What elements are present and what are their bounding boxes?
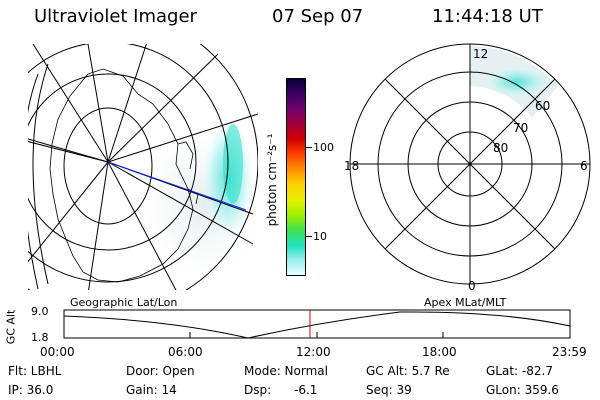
- meridian-line: [107, 161, 254, 245]
- latitude-circle-mid: [28, 44, 229, 283]
- timeline-x-label-0000: 00:00: [40, 345, 75, 359]
- timeline-x-label-1800: 18:00: [422, 345, 457, 359]
- timeline-x-label-0600: 06:00: [168, 345, 203, 359]
- timeline-y-label-bottom: 1.8: [31, 331, 49, 344]
- aurora-core: [223, 124, 243, 204]
- viewing-track-blue: [107, 161, 247, 211]
- timeline-plot: [63, 309, 571, 339]
- coastline: [49, 68, 194, 283]
- mlat-label-80: 80: [493, 141, 508, 155]
- mlt-label-dusk: 18: [344, 159, 359, 173]
- horizon-arc: [32, 63, 49, 285]
- observation-time: 11:44:18 UT: [432, 6, 543, 27]
- meridian-line: [28, 161, 109, 263]
- glon-info: GLon: 359.6: [486, 383, 559, 397]
- altitude-curve: [63, 311, 571, 339]
- timeline-axis-title: GC Alt: [4, 309, 18, 345]
- colorbar: [286, 78, 306, 276]
- timeline-right-label: Apex MLat/MLT: [424, 296, 507, 309]
- mlt-label-dawn: 6: [580, 159, 588, 173]
- horizon-arc: [28, 73, 39, 290]
- filter-info: Flt: LBHL: [8, 364, 62, 378]
- latitude-circle-inner: [28, 73, 197, 251]
- instrument-title: Ultraviolet Imager: [34, 6, 197, 27]
- gain-info: Gain: 14: [126, 383, 177, 397]
- glat-info: GLat: -82.7: [486, 364, 553, 378]
- mlt-label-noon: 12: [473, 47, 488, 61]
- ip-info: IP: 36.0: [8, 383, 54, 397]
- meridian-line: [107, 113, 258, 163]
- gc-alt-info: GC Alt: 5.7 Re: [366, 364, 450, 378]
- meridian-line: [87, 44, 109, 163]
- mlt-line-diagonal: [384, 78, 556, 250]
- colorbar-tick-label-10: 10: [313, 230, 327, 243]
- dsp-value: -6.1: [294, 383, 318, 397]
- colorbar-tick-10: [306, 236, 312, 237]
- colorbar-tick-100: [306, 147, 312, 148]
- meridian-line: [107, 161, 177, 290]
- colorbar-gradient: [286, 78, 306, 276]
- dsp-label: Dsp:: [244, 383, 272, 397]
- meridian-line: [32, 44, 109, 163]
- timeline-x-label-1200: 12:00: [296, 345, 331, 359]
- mlat-label-60: 60: [535, 99, 550, 113]
- mode-info: Mode: Normal: [244, 364, 328, 378]
- polar-plot: 12 18 6 0 60 70 80: [344, 43, 591, 293]
- mlt-label-midnight: 0: [468, 279, 476, 293]
- seq-info: Seq: 39: [366, 383, 412, 397]
- mlat-label-70: 70: [513, 121, 528, 135]
- latitude-circle-core: [63, 107, 153, 225]
- meridian-line: [88, 161, 109, 290]
- timeline-y-label-top: 9.0: [31, 305, 49, 318]
- meridian-line: [107, 53, 219, 163]
- timeline-left-label: Geographic Lat/Lon: [70, 296, 178, 309]
- polar-aurora-emission: [483, 66, 551, 98]
- door-info: Door: Open: [126, 364, 195, 378]
- geographic-map: [28, 44, 258, 290]
- timeline-x-label-2359: 23:59: [552, 345, 587, 359]
- colorbar-tick-label-100: 100: [313, 141, 334, 154]
- observation-date: 07 Sep 07: [272, 6, 364, 27]
- colorbar-unit-label: photon cm⁻²s⁻¹: [265, 133, 279, 227]
- meridian-line: [107, 44, 147, 163]
